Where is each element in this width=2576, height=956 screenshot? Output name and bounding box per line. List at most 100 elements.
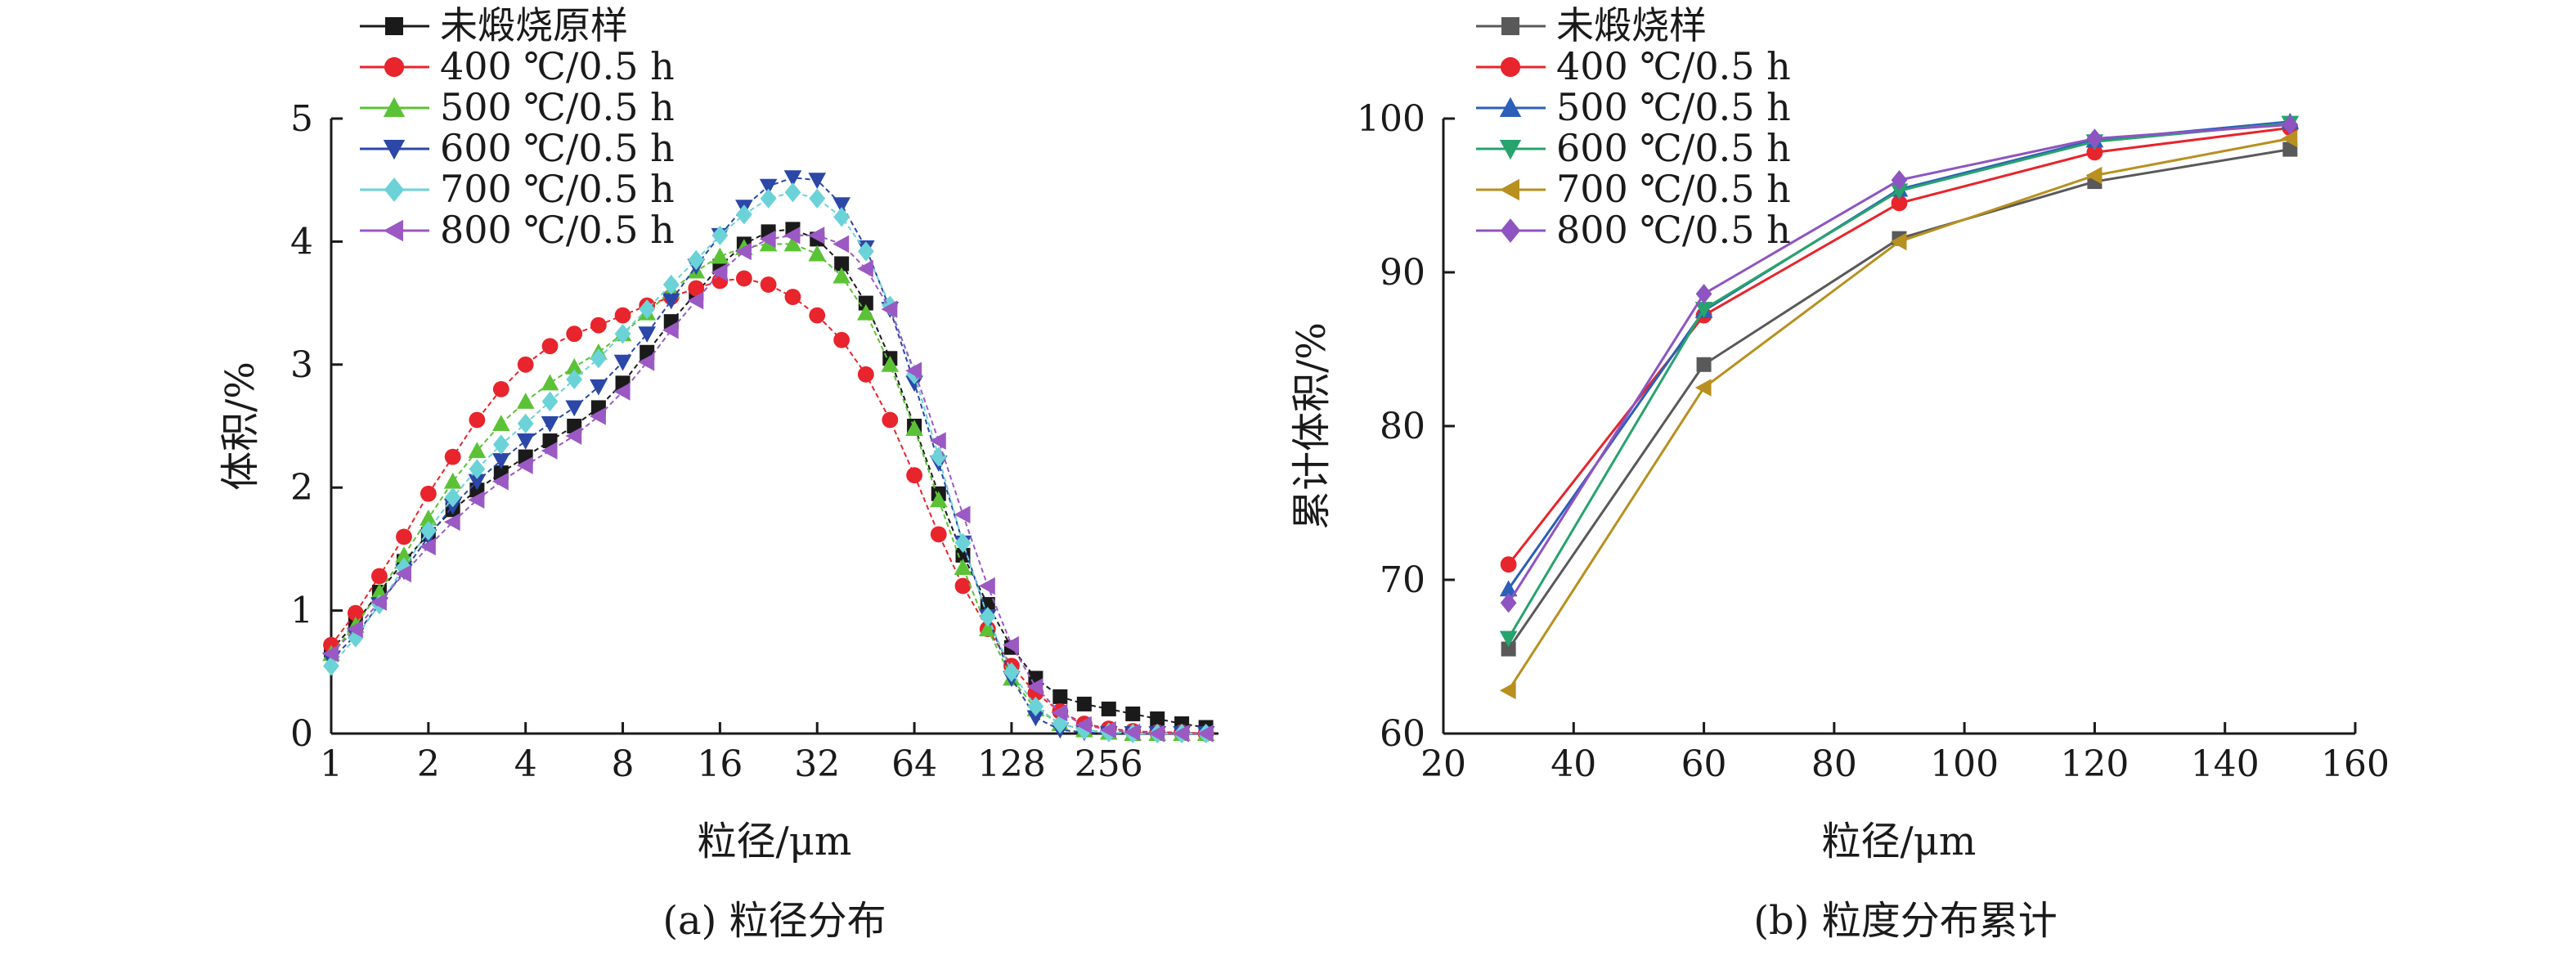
panel-a-series-line bbox=[330, 243, 1206, 734]
panel-a-x-tick-label: 2 bbox=[417, 743, 440, 785]
panel-a-legend-item: 800 ℃/0.5 h bbox=[360, 208, 675, 252]
panel-b-data-point bbox=[1501, 641, 1516, 657]
panel-a-data-point bbox=[808, 227, 825, 245]
panel-a-data-point bbox=[395, 564, 411, 583]
panel-a-data-point bbox=[396, 528, 412, 545]
panel-a-data-point bbox=[614, 307, 631, 324]
panel-a-series-1 bbox=[324, 222, 1214, 735]
panel-b-series-6 bbox=[1500, 114, 2299, 613]
panel-a-data-point bbox=[834, 256, 850, 272]
panel-a-data-point bbox=[444, 487, 461, 508]
panel-a-data-point bbox=[784, 289, 801, 305]
panel-a-data-point bbox=[858, 295, 873, 311]
panel-a-data-point bbox=[541, 374, 559, 391]
panel-a-data-point bbox=[808, 245, 827, 262]
panel-a-data-point bbox=[954, 577, 972, 595]
panel-a-data-point bbox=[954, 505, 971, 524]
panel-a-data-point bbox=[1052, 713, 1069, 734]
panel-a-data-point bbox=[590, 316, 607, 334]
panel-a-data-point bbox=[783, 227, 801, 245]
panel-a-legend-marker bbox=[384, 56, 405, 78]
panel-a-data-point bbox=[833, 331, 850, 348]
panel-b-data-point bbox=[1890, 232, 1907, 251]
panel-a-legend-marker bbox=[385, 17, 403, 35]
panel-b-data-point bbox=[1695, 284, 1712, 304]
panel-a-series-line bbox=[330, 277, 1206, 734]
panel-a-data-point bbox=[541, 391, 559, 412]
panel-a-data-point bbox=[516, 393, 535, 409]
panel-b-data-point bbox=[1891, 170, 1908, 191]
panel-b-data-point bbox=[1499, 580, 1518, 597]
panel-a-data-point bbox=[323, 656, 339, 676]
panel-a-data-point bbox=[662, 321, 679, 339]
panel-a-data-point bbox=[832, 267, 850, 284]
panel-a-data-point bbox=[517, 413, 534, 434]
panel-a-data-point bbox=[1196, 725, 1214, 743]
panel-b-data-point bbox=[1694, 379, 1712, 397]
panel-b-legend-item: 400 ℃/0.5 h bbox=[1476, 44, 1791, 88]
panel-a-data-point bbox=[688, 249, 705, 271]
panel-a-data-point bbox=[711, 225, 729, 246]
panel-b-legend-marker bbox=[1500, 56, 1521, 78]
panel-a-data-point bbox=[420, 520, 437, 541]
panel-a-x-tick-label: 16 bbox=[697, 743, 743, 785]
panel-a-data-point bbox=[516, 456, 533, 474]
panel-a-data-point bbox=[1099, 720, 1116, 739]
panel-a-data-point bbox=[492, 434, 509, 455]
panel-a-data-point bbox=[759, 230, 776, 249]
panel-b-x-tick-label: 80 bbox=[1811, 743, 1857, 785]
panel-a-data-point bbox=[371, 568, 388, 585]
panel-b-x-tick-label: 60 bbox=[1681, 743, 1727, 785]
panel-a-data-point bbox=[469, 459, 486, 479]
panel-b-ticks: 20 40 60 80 100 120 140 160 60 70 80 90 100 bbox=[1357, 98, 2390, 785]
panel-a-data-point bbox=[906, 467, 922, 484]
panel-a-data-point bbox=[857, 259, 873, 278]
panel-a-caption: (a) 粒径分布 bbox=[662, 898, 886, 944]
panel-a-data-point bbox=[881, 356, 900, 372]
panel-a-data-point bbox=[809, 188, 826, 209]
panel-a-legend-label: 500 ℃/0.5 h bbox=[440, 85, 675, 129]
panel-a-data-point bbox=[443, 513, 460, 532]
panel-a-data-point bbox=[979, 606, 996, 627]
panel-a-data-point bbox=[614, 324, 631, 344]
panel-a-data-point bbox=[930, 447, 947, 467]
panel-b-x-axis-label: 粒径/μm bbox=[1822, 819, 1977, 864]
panel-b-data-point bbox=[2086, 144, 2103, 161]
panel-a-data-point bbox=[735, 242, 752, 261]
panel-a-data-point bbox=[492, 415, 510, 431]
panel-a-data-point bbox=[1075, 720, 1093, 740]
panel-a-legend-label: 600 ℃/0.5 h bbox=[440, 126, 675, 170]
panel-a-data-point bbox=[881, 300, 898, 318]
panel-b-data-point bbox=[2282, 141, 2298, 157]
panel-b-x-tick-label: 20 bbox=[1420, 743, 1466, 785]
panel-b-x-tick-label: 140 bbox=[2191, 743, 2260, 785]
panel-a-data-point bbox=[1051, 703, 1068, 722]
panel-a-x-tick-label: 4 bbox=[514, 743, 537, 785]
panel-a-legend-label: 800 ℃/0.5 h bbox=[440, 208, 675, 252]
panel-a-data-point bbox=[809, 307, 826, 324]
panel-a-data-point bbox=[929, 491, 948, 508]
panel-b-legend-item: 600 ℃/0.5 h bbox=[1476, 126, 1791, 170]
panel-a-data-point bbox=[930, 526, 947, 543]
panel-b-data-point bbox=[2086, 128, 2103, 149]
panel-a-data-point bbox=[566, 369, 583, 389]
panel-a-data-point bbox=[639, 298, 656, 320]
panel-b-y-tick-label: 70 bbox=[1380, 559, 1425, 601]
panel-b-legend-marker bbox=[1500, 218, 1521, 243]
panel-a-data-point bbox=[882, 411, 899, 429]
panel-a-legend-marker bbox=[383, 219, 403, 242]
panel-a-x-axis-label: 粒径/μm bbox=[698, 819, 852, 864]
panel-b-y-tick-label: 100 bbox=[1357, 98, 1425, 140]
panel-a-data-point bbox=[468, 474, 487, 491]
panel-a-data-point bbox=[832, 235, 850, 254]
panel-a-data-point bbox=[857, 366, 874, 383]
panel-a-data-point bbox=[517, 356, 534, 373]
panel-b-data-point bbox=[1890, 183, 1909, 200]
panel-a-plot bbox=[322, 170, 1215, 744]
panel-a-data-point bbox=[1125, 706, 1141, 721]
panel-a-data-point bbox=[954, 532, 972, 554]
panel-a-data-point bbox=[492, 453, 510, 469]
